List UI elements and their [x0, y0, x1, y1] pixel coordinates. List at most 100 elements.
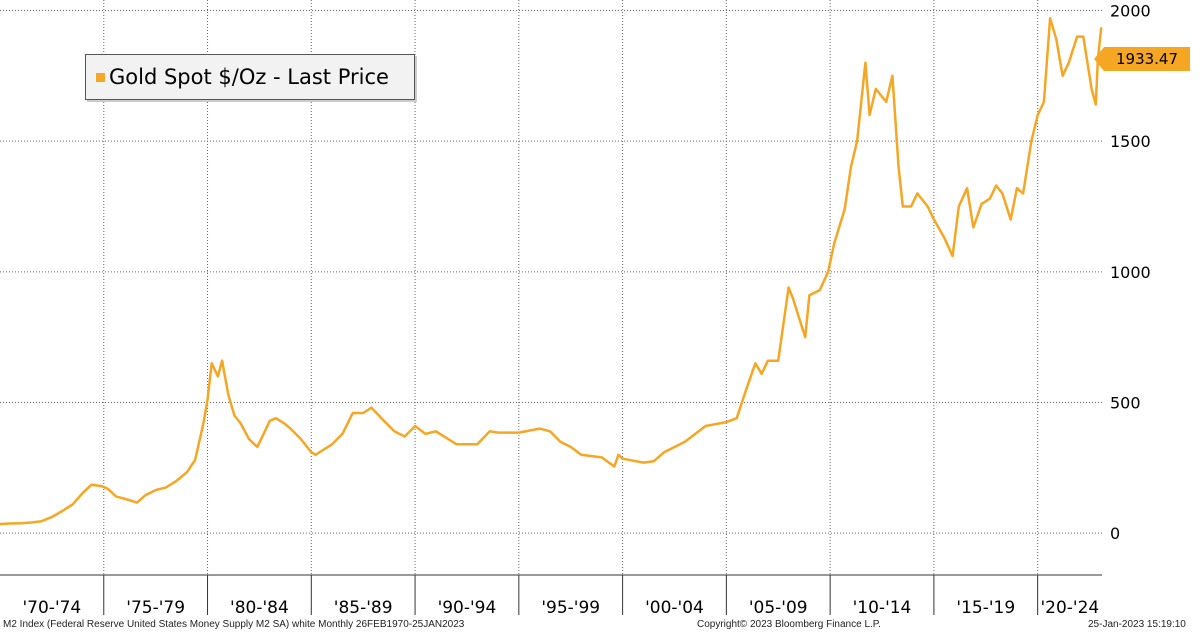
data-point [746, 386, 748, 388]
data-point [1067, 61, 1070, 64]
data-point [331, 443, 333, 446]
data-point [248, 438, 250, 440]
data-point [314, 453, 317, 456]
data-point [424, 433, 427, 435]
data-point [283, 422, 286, 425]
data-point [383, 419, 385, 422]
data-point [569, 446, 572, 448]
data-point [885, 101, 887, 103]
data-point [980, 203, 983, 205]
x-tick-label: '10-'14 [853, 598, 912, 618]
data-point [1043, 101, 1045, 103]
footer-copyright: Copyright© 2023 Bloomberg Finance L.P. [697, 619, 881, 630]
data-point [538, 427, 541, 430]
data-point [0, 523, 1, 525]
data-point [1049, 17, 1051, 20]
data-point [995, 184, 997, 187]
data-point [262, 433, 265, 435]
data-point [115, 495, 118, 498]
data-point [901, 205, 904, 208]
data-point [663, 451, 665, 453]
data-point [30, 521, 32, 524]
data-point [362, 412, 364, 414]
data-point [760, 372, 763, 375]
x-tick-label: '95-'99 [541, 598, 600, 618]
data-point [777, 359, 780, 362]
data-point [393, 430, 396, 433]
data-point [874, 88, 877, 90]
data-point [684, 440, 686, 443]
x-tick-label: '05-'09 [749, 598, 808, 618]
footer-timestamp: 25-Jan-2023 15:19:10 [1088, 619, 1186, 630]
data-point [71, 503, 74, 506]
data-point [754, 362, 757, 365]
data-point [1061, 74, 1064, 77]
data-point [414, 425, 416, 427]
data-point [341, 433, 344, 435]
data-point [233, 414, 236, 417]
data-point [868, 114, 871, 116]
data-point [818, 289, 821, 291]
data-point [1055, 38, 1058, 41]
data-point [808, 294, 811, 297]
data-point [989, 197, 991, 200]
data-point [951, 255, 954, 257]
data-point [488, 430, 491, 433]
data-point [239, 422, 242, 425]
data-point [144, 494, 147, 497]
data-point [1036, 114, 1039, 116]
y-tick-label: 0 [1110, 524, 1120, 543]
data-point [40, 520, 43, 522]
data-point [227, 393, 230, 396]
data-point [926, 205, 929, 208]
data-point [185, 471, 188, 474]
x-tick-label: '80-'84 [230, 598, 289, 618]
data-point [791, 297, 794, 299]
data-point [850, 166, 852, 169]
data-point [767, 359, 769, 362]
data-point [19, 522, 22, 525]
data-point [175, 480, 178, 482]
data-point [580, 453, 582, 456]
data-point [601, 456, 603, 459]
data-point [1090, 88, 1093, 90]
legend-swatch [96, 72, 105, 82]
data-point [910, 205, 912, 208]
data-point [275, 417, 277, 419]
y-tick-label: 1000 [1110, 263, 1151, 282]
data-point [891, 74, 894, 77]
data-point [1030, 140, 1033, 142]
data-point [82, 491, 84, 494]
x-tick-label: '70-'74 [23, 598, 82, 618]
data-point [787, 286, 790, 289]
data-point [210, 362, 213, 365]
data-point [856, 140, 858, 142]
data-point [256, 446, 259, 448]
data-point [1100, 27, 1102, 29]
data-point [123, 497, 126, 500]
data-point [289, 427, 292, 430]
data-point [100, 485, 103, 487]
data-point [403, 435, 406, 438]
x-tick-label: '00-'04 [645, 598, 704, 618]
data-point [916, 192, 919, 195]
data-point [1009, 218, 1012, 221]
x-tick-label: '85-'89 [334, 598, 393, 618]
y-tick-label: 1500 [1110, 132, 1151, 151]
last-price-tag: 1933.47 [1094, 47, 1190, 71]
x-tick-label: '90-'94 [438, 598, 497, 618]
data-point [652, 460, 655, 463]
data-point [206, 399, 209, 401]
data-point [154, 489, 157, 491]
legend-label: Gold Spot $/Oz - Last Price [109, 65, 389, 89]
y-tick-label: 2000 [1110, 1, 1151, 20]
data-point [1082, 35, 1085, 38]
data-point [966, 187, 968, 189]
data-point [165, 486, 167, 489]
data-point [1016, 187, 1018, 189]
data-point [352, 412, 354, 414]
data-point [202, 422, 205, 425]
data-point [268, 419, 271, 422]
data-point [725, 421, 728, 423]
data-point [518, 431, 520, 434]
